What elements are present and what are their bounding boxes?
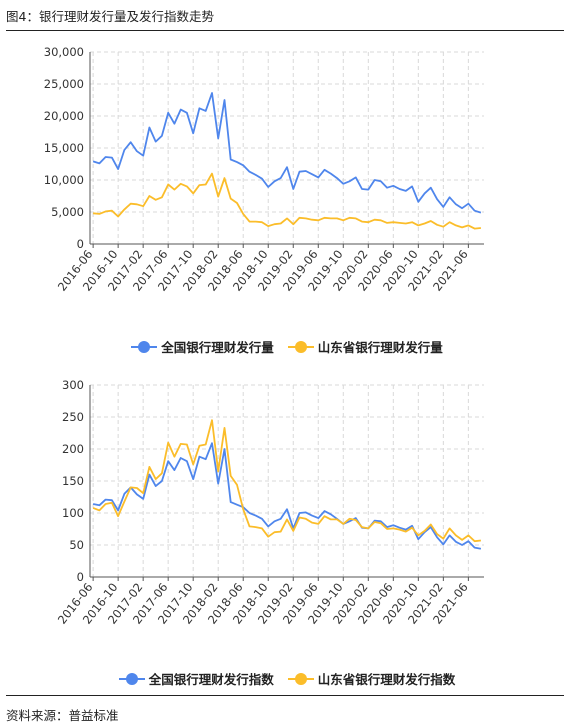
y-tick-label: 15,000 xyxy=(44,141,84,155)
y-tick-label: 10,000 xyxy=(44,173,84,187)
y-tick-label: 50 xyxy=(69,538,84,552)
y-tick-label: 300 xyxy=(62,378,84,392)
y-tick-label: 150 xyxy=(62,474,84,488)
series-line-shandong xyxy=(93,172,481,230)
issuance-index-chart: 0501001502002503002016-062016-102017-022… xyxy=(55,378,484,627)
legend-label: 山东省银行理财发行量 xyxy=(317,340,443,355)
y-tick-label: 5,000 xyxy=(51,205,84,219)
line-marker-icon xyxy=(118,672,145,685)
figure-title: 图4：银行理财发行量及发行指数走势 xyxy=(6,9,214,24)
legend-item-shandong-volume[interactable]: 山东省银行理财发行量 xyxy=(287,337,443,356)
y-tick-label: 0 xyxy=(77,237,84,251)
legend-label: 全国银行理财发行指数 xyxy=(148,672,274,687)
line-marker-icon xyxy=(131,340,158,353)
line-marker-icon xyxy=(287,340,314,353)
series-line-national xyxy=(92,92,482,214)
y-tick-label: 30,000 xyxy=(44,45,84,59)
y-tick-label: 25,000 xyxy=(44,77,84,91)
y-tick-label: 20,000 xyxy=(44,109,84,123)
series-line-national xyxy=(92,442,482,550)
legend-label: 山东省银行理财发行指数 xyxy=(317,672,456,687)
y-tick-label: 250 xyxy=(62,410,84,424)
legend-item-national-volume[interactable]: 全国银行理财发行量 xyxy=(131,337,274,356)
series-line-shandong xyxy=(92,419,481,543)
top-rule xyxy=(6,30,564,31)
issuance-index-legend: 全国银行理财发行指数 山东省银行理财发行指数 xyxy=(0,669,574,688)
line-marker-icon xyxy=(287,672,314,685)
bottom-rule xyxy=(6,695,564,696)
issuance-volume-legend: 全国银行理财发行量 山东省银行理财发行量 xyxy=(0,337,574,356)
y-tick-label: 100 xyxy=(62,506,84,520)
legend-item-national-index[interactable]: 全国银行理财发行指数 xyxy=(118,669,274,688)
y-tick-label: 200 xyxy=(62,442,84,456)
legend-label: 全国银行理财发行量 xyxy=(161,340,274,355)
issuance-volume-chart: 05,00010,00015,00020,00025,00030,0002016… xyxy=(44,45,484,294)
y-tick-label: 0 xyxy=(77,570,84,584)
source-note: 资料来源：普益标准 xyxy=(6,708,119,723)
legend-item-shandong-index[interactable]: 山东省银行理财发行指数 xyxy=(287,669,456,688)
